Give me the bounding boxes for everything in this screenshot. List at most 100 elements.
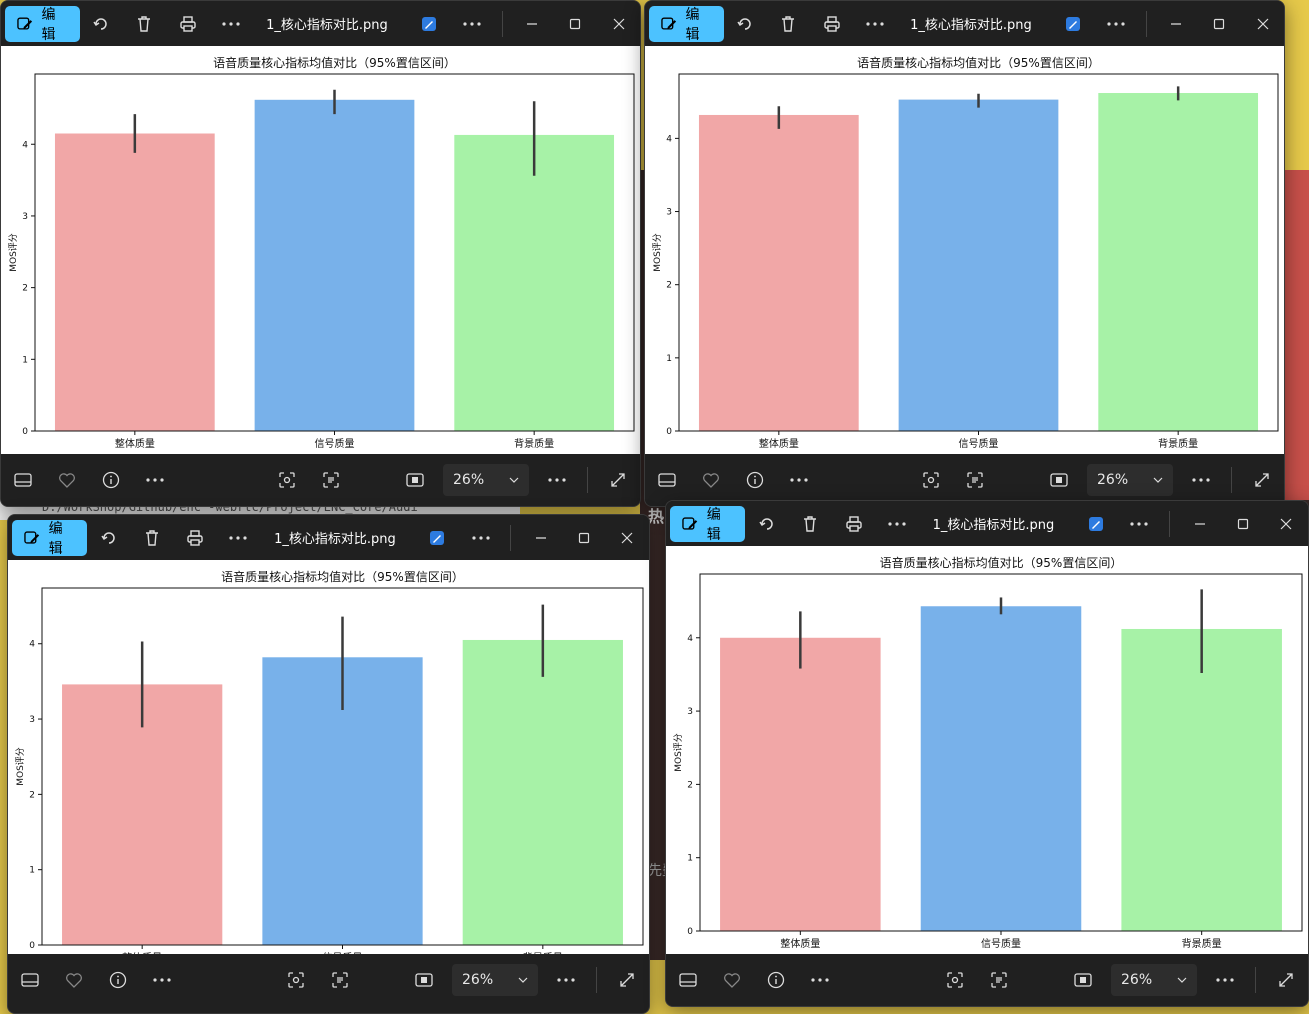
close-button[interactable] xyxy=(1241,1,1284,46)
info-button[interactable] xyxy=(89,454,133,506)
more-actions-button[interactable] xyxy=(853,1,896,46)
edit-button[interactable]: 编辑 xyxy=(670,506,745,542)
maximize-button[interactable] xyxy=(1198,1,1241,46)
delete-button[interactable] xyxy=(123,1,166,46)
rotate-button[interactable] xyxy=(87,515,130,560)
text-extract-button[interactable] xyxy=(977,954,1021,1006)
minimize-button[interactable] xyxy=(1178,501,1221,546)
more-actions-button[interactable] xyxy=(875,501,918,546)
edit-button[interactable]: 编辑 xyxy=(5,6,80,42)
minimize-icon xyxy=(535,532,547,544)
fullscreen-button[interactable] xyxy=(605,954,649,1006)
filmstrip-icon xyxy=(658,473,676,487)
title-more-button[interactable] xyxy=(1095,1,1138,46)
print-button[interactable] xyxy=(810,1,853,46)
zoom-more-button[interactable] xyxy=(1179,454,1223,506)
zoom-more-button[interactable] xyxy=(1203,954,1247,1006)
close-button[interactable] xyxy=(597,1,640,46)
bar-3 xyxy=(463,640,623,945)
info-button[interactable] xyxy=(754,954,798,1006)
minimize-button[interactable] xyxy=(1155,1,1198,46)
actual-size-button[interactable] xyxy=(1037,454,1081,506)
actual-size-button[interactable] xyxy=(1061,954,1105,1006)
designer-button[interactable] xyxy=(1052,1,1095,46)
print-button[interactable] xyxy=(166,1,209,46)
bar-3 xyxy=(454,135,614,431)
more-actions-button[interactable] xyxy=(209,1,252,46)
favorite-button[interactable] xyxy=(52,954,96,1006)
delete-button[interactable] xyxy=(130,515,173,560)
info-button[interactable] xyxy=(733,454,777,506)
text-extract-button[interactable] xyxy=(318,954,362,1006)
zoom-more-button[interactable] xyxy=(535,454,579,506)
visual-search-icon xyxy=(946,971,964,989)
rotate-button[interactable] xyxy=(724,1,767,46)
actual-size-button[interactable] xyxy=(402,954,446,1006)
favorite-button[interactable] xyxy=(710,954,754,1006)
info-button[interactable] xyxy=(96,954,140,1006)
filmstrip-button[interactable] xyxy=(1,454,45,506)
designer-button[interactable] xyxy=(1074,501,1117,546)
filmstrip-button[interactable] xyxy=(666,954,710,1006)
print-button[interactable] xyxy=(174,515,217,560)
photos-window-3: 编辑 1_核心指标对比.png 语音质量核心指标均值对比（95%置信区间）MOS… xyxy=(7,514,650,1014)
visual-search-button[interactable] xyxy=(933,954,977,1006)
bottom-more-button[interactable] xyxy=(798,954,842,1006)
fullscreen-button[interactable] xyxy=(596,454,640,506)
y-tick-label: 4 xyxy=(666,134,672,144)
title-more-button[interactable] xyxy=(451,1,494,46)
close-icon xyxy=(1280,518,1292,530)
title-more-button[interactable] xyxy=(1118,501,1161,546)
filmstrip-button[interactable] xyxy=(8,954,52,1006)
filmstrip-button[interactable] xyxy=(645,454,689,506)
minimize-button[interactable] xyxy=(519,515,562,560)
bottom-more-button[interactable] xyxy=(140,954,184,1006)
rotate-button[interactable] xyxy=(745,501,788,546)
designer-button[interactable] xyxy=(416,515,459,560)
favorite-button[interactable] xyxy=(45,454,89,506)
visual-search-button[interactable] xyxy=(274,954,318,1006)
maximize-button[interactable] xyxy=(562,515,605,560)
y-tick-label: 3 xyxy=(22,212,28,222)
separator xyxy=(1255,967,1256,993)
chart-title: 语音质量核心指标均值对比（95%置信区间） xyxy=(221,569,464,584)
maximize-button[interactable] xyxy=(554,1,597,46)
visual-search-button[interactable] xyxy=(909,454,953,506)
actual-size-button[interactable] xyxy=(393,454,437,506)
designer-button[interactable] xyxy=(408,1,451,46)
bottom-more-button[interactable] xyxy=(777,454,821,506)
rotate-button[interactable] xyxy=(80,1,123,46)
title-bar: 编辑 1_核心指标对比.png xyxy=(8,515,649,560)
more-actions-button[interactable] xyxy=(217,515,260,560)
text-extract-button[interactable] xyxy=(953,454,997,506)
minimize-button[interactable] xyxy=(511,1,554,46)
zoom-more-button[interactable] xyxy=(544,954,588,1006)
delete-button[interactable] xyxy=(789,501,832,546)
zoom-dropdown[interactable]: 26% xyxy=(443,464,529,496)
close-button[interactable] xyxy=(1265,501,1308,546)
edit-button[interactable]: 编辑 xyxy=(649,6,724,42)
zoom-dropdown[interactable]: 26% xyxy=(1087,464,1173,496)
favorite-button[interactable] xyxy=(689,454,733,506)
maximize-button[interactable] xyxy=(1221,501,1264,546)
image-viewport[interactable]: 语音质量核心指标均值对比（95%置信区间）MOS评分01234整体质量信号质量背… xyxy=(8,560,649,961)
edit-button-label: 编辑 xyxy=(686,4,713,44)
y-tick-label: 2 xyxy=(666,281,672,291)
zoom-dropdown[interactable]: 26% xyxy=(452,964,538,996)
title-more-button[interactable] xyxy=(459,515,502,560)
zoom-dropdown[interactable]: 26% xyxy=(1111,964,1197,996)
separator xyxy=(1146,11,1147,37)
more-icon xyxy=(463,22,481,26)
visual-search-button[interactable] xyxy=(265,454,309,506)
print-button[interactable] xyxy=(832,501,875,546)
delete-button[interactable] xyxy=(767,1,810,46)
fullscreen-button[interactable] xyxy=(1264,954,1308,1006)
edit-button[interactable]: 编辑 xyxy=(12,520,87,556)
text-extract-button[interactable] xyxy=(309,454,353,506)
bottom-more-button[interactable] xyxy=(133,454,177,506)
close-button[interactable] xyxy=(606,515,649,560)
fullscreen-button[interactable] xyxy=(1240,454,1284,506)
